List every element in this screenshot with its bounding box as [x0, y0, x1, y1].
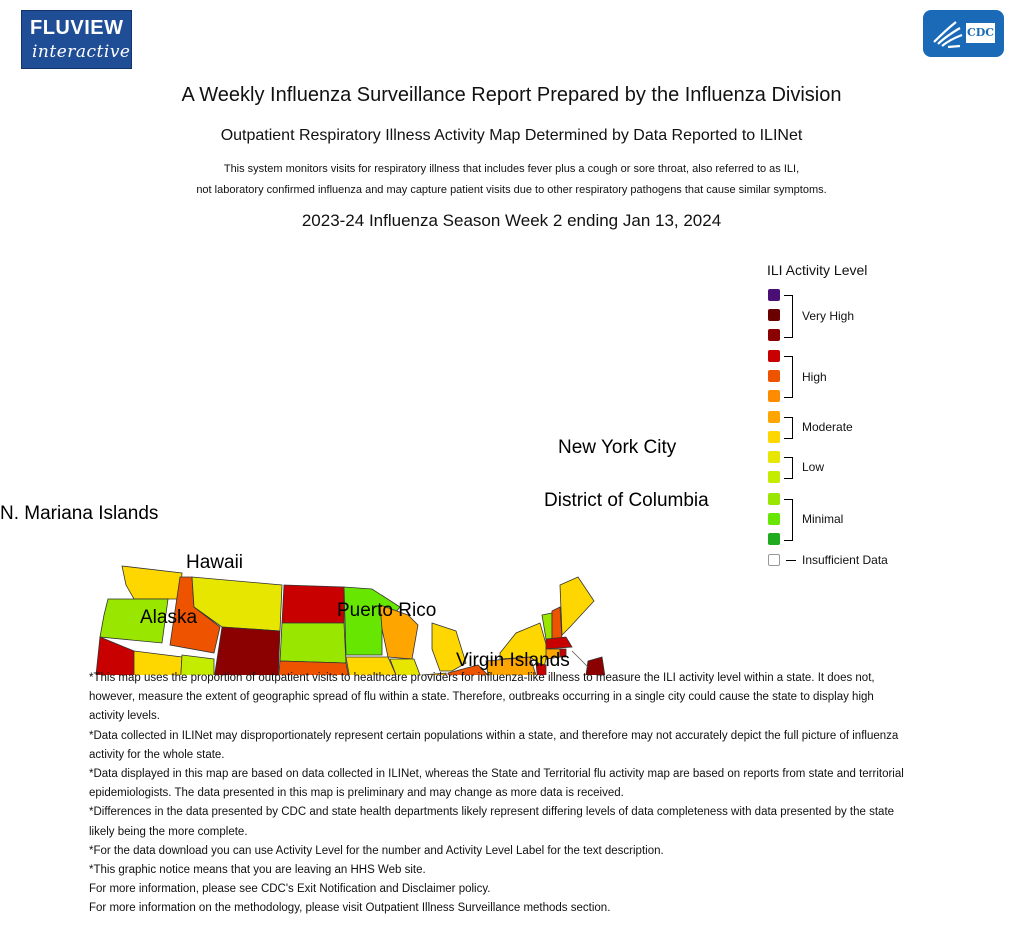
state-nevada[interactable] — [133, 650, 183, 675]
label-nmi: N. Mariana Islands — [0, 503, 159, 524]
note-6: *This graphic notice means that you are … — [89, 864, 426, 877]
state-michigan[interactable] — [431, 622, 467, 672]
state-north-dakota[interactable] — [281, 584, 345, 624]
logo-line2: interactive — [32, 42, 131, 62]
label-dc: District of Columbia — [544, 490, 709, 511]
legend-swatch-10 — [768, 471, 780, 483]
legend-label-minimal: Minimal — [802, 512, 844, 526]
season-week: 2023-24 Influenza Season Week 2 ending J… — [301, 211, 722, 230]
note-4: *Differences in the data presented by CD… — [89, 806, 895, 838]
bracket-very-high — [784, 295, 793, 338]
state-new-hampshire[interactable] — [551, 606, 563, 640]
description-line1: This system monitors visits for respirat… — [223, 163, 800, 175]
state-ohio[interactable] — [447, 664, 494, 675]
legend-swatch-6 — [768, 390, 780, 402]
bracket-high — [784, 356, 793, 398]
label-hawaii: Hawaii — [186, 552, 244, 573]
legend-swatch-12 — [768, 513, 780, 525]
fluview-logo[interactable]: FLUVIEW interactive — [21, 10, 132, 69]
label-nyc: New York City — [558, 437, 677, 458]
footnotes: *This map uses the proportion of outpati… — [89, 669, 909, 919]
legend-swatch-2 — [768, 309, 780, 321]
logo-line1: FLUVIEW — [30, 17, 124, 39]
state-rhode-island[interactable] — [559, 648, 567, 658]
nyc-marker[interactable] — [585, 656, 606, 675]
cdc-logo[interactable]: CDC — [923, 10, 1004, 57]
state-washington[interactable] — [121, 565, 183, 600]
state-illinois[interactable] — [389, 658, 422, 675]
map-subtitle: Outpatient Respiratory Illness Activity … — [220, 127, 803, 144]
state-utah[interactable] — [178, 654, 232, 675]
legend-title: ILI Activity Level — [767, 262, 868, 278]
legend-swatch-7 — [768, 411, 780, 423]
legend-label-high: High — [802, 370, 827, 384]
label-puerto-rico: Puerto Rico — [337, 600, 437, 621]
legend-swatch-3 — [768, 329, 780, 341]
hhs-eagle-icon — [933, 21, 963, 49]
legend-swatch-11 — [768, 493, 780, 505]
legend-swatch-9 — [768, 451, 780, 463]
legend-label-low: Low — [802, 460, 825, 474]
report-title: A Weekly Influenza Surveillance Report P… — [181, 84, 842, 106]
note-3: *Data displayed in this map are based on… — [89, 768, 904, 800]
legend-swatch-insufficient — [768, 554, 780, 566]
state-maine[interactable] — [559, 576, 595, 636]
state-iowa[interactable] — [345, 656, 397, 675]
legend-swatch-5 — [768, 370, 780, 382]
state-new-jersey[interactable] — [535, 662, 547, 675]
legend-swatch-1 — [768, 289, 780, 301]
nyc-leader — [571, 650, 589, 668]
legend-label-very-high: Very High — [802, 309, 855, 323]
state-nebraska[interactable] — [278, 660, 352, 675]
label-alaska: Alaska — [140, 607, 198, 628]
bracket-low — [784, 457, 793, 479]
bracket-moderate — [784, 417, 793, 439]
note-5: *For the data download you can use Activ… — [89, 844, 664, 857]
legend-swatch-4 — [768, 350, 780, 362]
note-2: *Data collected in ILINet may disproport… — [89, 729, 899, 761]
bracket-minimal — [784, 499, 793, 541]
note-7: For more information, please see CDC's E… — [89, 883, 491, 896]
note-8: For more information on the methodology,… — [89, 902, 611, 915]
us-ili-map — [95, 565, 606, 675]
state-oregon[interactable] — [99, 598, 169, 644]
legend-swatch-8 — [768, 431, 780, 443]
cdc-label: CDC — [966, 23, 995, 43]
state-massachusetts[interactable] — [545, 636, 573, 650]
legend-dash — [786, 560, 796, 561]
state-indiana[interactable] — [421, 672, 450, 675]
description-line2: not laboratory confirmed influenza and m… — [196, 184, 827, 196]
legend-swatch-13 — [768, 533, 780, 545]
legend-label-moderate: Moderate — [802, 420, 853, 434]
label-virgin-islands: Virgin Islands — [456, 650, 570, 671]
state-wyoming[interactable] — [214, 626, 281, 675]
note-1: *This map uses the proportion of outpati… — [89, 672, 875, 723]
legend-label-insufficient: Insufficient Data — [802, 553, 888, 567]
state-south-dakota[interactable] — [279, 622, 347, 664]
